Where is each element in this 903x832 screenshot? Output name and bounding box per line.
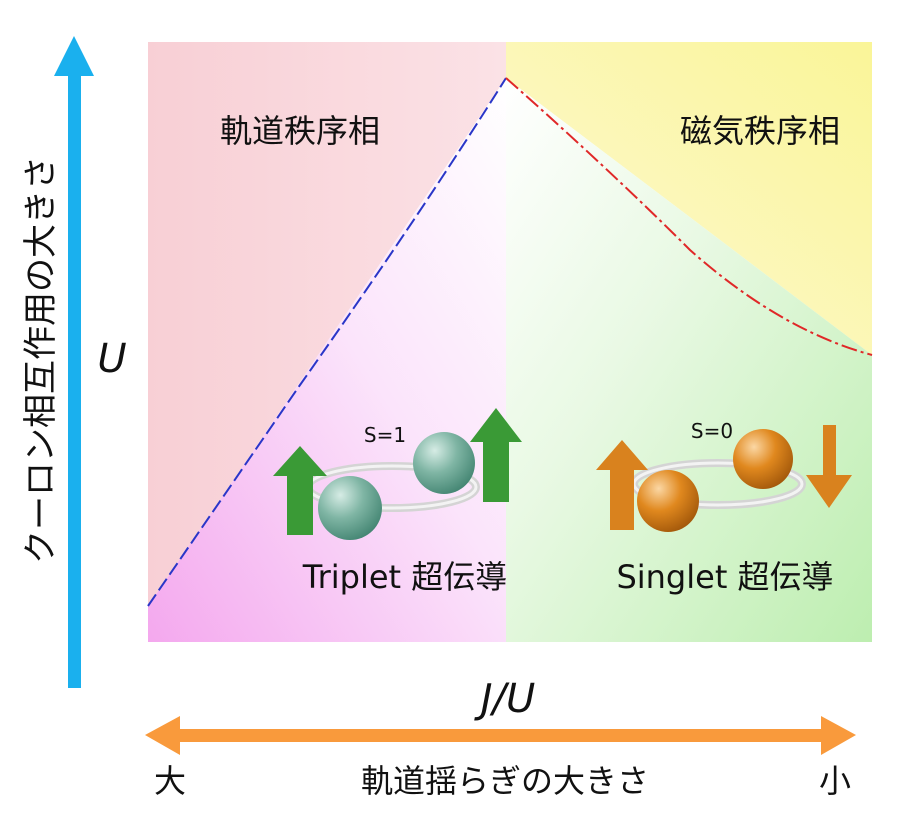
triplet-electron-1 — [318, 476, 382, 540]
triplet-region — [148, 78, 506, 642]
magnetic-phase-boundary — [505, 77, 873, 356]
triplet-spin-label: S=1 — [364, 423, 406, 447]
x-axis-label: 軌道揺らぎの大きさ — [361, 762, 649, 800]
magnetic-order-label: 磁気秩序相 — [680, 112, 840, 150]
x-axis-right-end-label: 小 — [819, 762, 851, 800]
triplet-spin-up-arrow-2 — [470, 408, 522, 502]
x-axis-symbol: J/U — [474, 676, 536, 722]
orbital-order-region — [148, 42, 506, 606]
triplet-electron-2 — [413, 432, 475, 494]
triplet-spin-up-arrow-1 — [273, 446, 327, 535]
singlet-superconductivity-label: Singlet 超伝導 — [616, 558, 833, 596]
x-axis-left-end-label: 大 — [154, 762, 186, 800]
triplet-superconductivity-label: Triplet 超伝導 — [302, 558, 508, 596]
singlet-electron-1 — [637, 470, 699, 532]
orbital-phase-boundary — [147, 77, 507, 607]
singlet-spin-up-arrow — [596, 440, 648, 530]
y-axis-symbol: U — [97, 336, 126, 382]
singlet-electron-2 — [733, 429, 793, 489]
y-axis-label: クーロン相互作用の大きさ — [21, 156, 61, 564]
magnetic-order-region — [506, 42, 872, 355]
y-axis-arrow — [54, 36, 94, 688]
singlet-spin-down-arrow — [806, 425, 852, 508]
singlet-spin-label: S=0 — [691, 419, 733, 443]
x-axis-arrow — [145, 716, 856, 755]
triplet-pair-illustration: S=1 — [273, 408, 522, 540]
singlet-pair-illustration: S=0 — [596, 419, 852, 532]
orbital-order-label: 軌道秩序相 — [220, 112, 380, 150]
